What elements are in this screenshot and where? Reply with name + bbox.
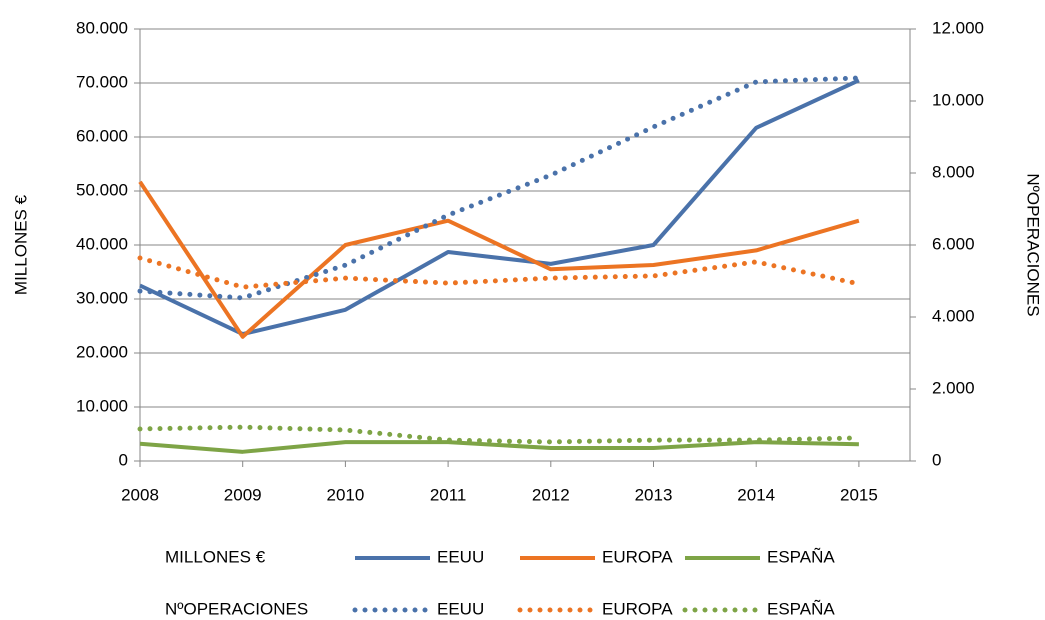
- x-tick-label: 2011: [430, 485, 467, 504]
- y-tick-label: 80.000: [76, 18, 128, 37]
- y-tick-label: 40.000: [76, 234, 128, 253]
- series-line: [137, 424, 862, 445]
- y2-tick-label: 4.000: [932, 306, 975, 325]
- y2-tick-label: 12.000: [932, 18, 984, 37]
- series-line: [137, 75, 862, 301]
- y2-tick-label: 2.000: [932, 378, 975, 397]
- y-axis-label: MILLONES €: [11, 194, 30, 295]
- series-line: [138, 180, 860, 339]
- legend-label: EEUU: [437, 547, 484, 566]
- legend-group-label: MILLONES €: [165, 547, 266, 566]
- x-tick-label: 2012: [532, 485, 570, 504]
- y2-tick-label: 8.000: [932, 162, 975, 181]
- x-tick-label: 2008: [121, 485, 159, 504]
- y2-tick-label: 0: [932, 450, 941, 469]
- y2-tick-label: 6.000: [932, 234, 975, 253]
- y-tick-label: 50.000: [76, 180, 128, 199]
- y2-tick-label: 10.000: [932, 90, 984, 109]
- y-tick-label: 10.000: [76, 396, 128, 415]
- y-tick-label: 70.000: [76, 72, 128, 91]
- legend-label: ESPAÑA: [767, 547, 835, 566]
- series-line: [137, 255, 862, 290]
- y-tick-label: 20.000: [76, 342, 128, 361]
- x-tick-label: 2010: [326, 485, 364, 504]
- x-tick-label: 2013: [635, 485, 673, 504]
- y2-axis-label: NºOPERACIONES: [1024, 173, 1043, 316]
- series-line: [139, 440, 859, 454]
- legend-label: EUROPA: [602, 599, 673, 618]
- legend-label: EEUU: [437, 599, 484, 618]
- legend-label: EUROPA: [602, 547, 673, 566]
- legend-label: ESPAÑA: [767, 599, 835, 618]
- x-tick-label: 2009: [224, 485, 262, 504]
- legend-group-label: NºOPERACIONES: [165, 599, 308, 618]
- y-tick-label: 60.000: [76, 126, 128, 145]
- y-tick-label: 0: [119, 450, 128, 469]
- y-tick-label: 30.000: [76, 288, 128, 307]
- x-tick-label: 2015: [840, 485, 878, 504]
- x-tick-label: 2014: [737, 485, 775, 504]
- series-line: [139, 78, 860, 337]
